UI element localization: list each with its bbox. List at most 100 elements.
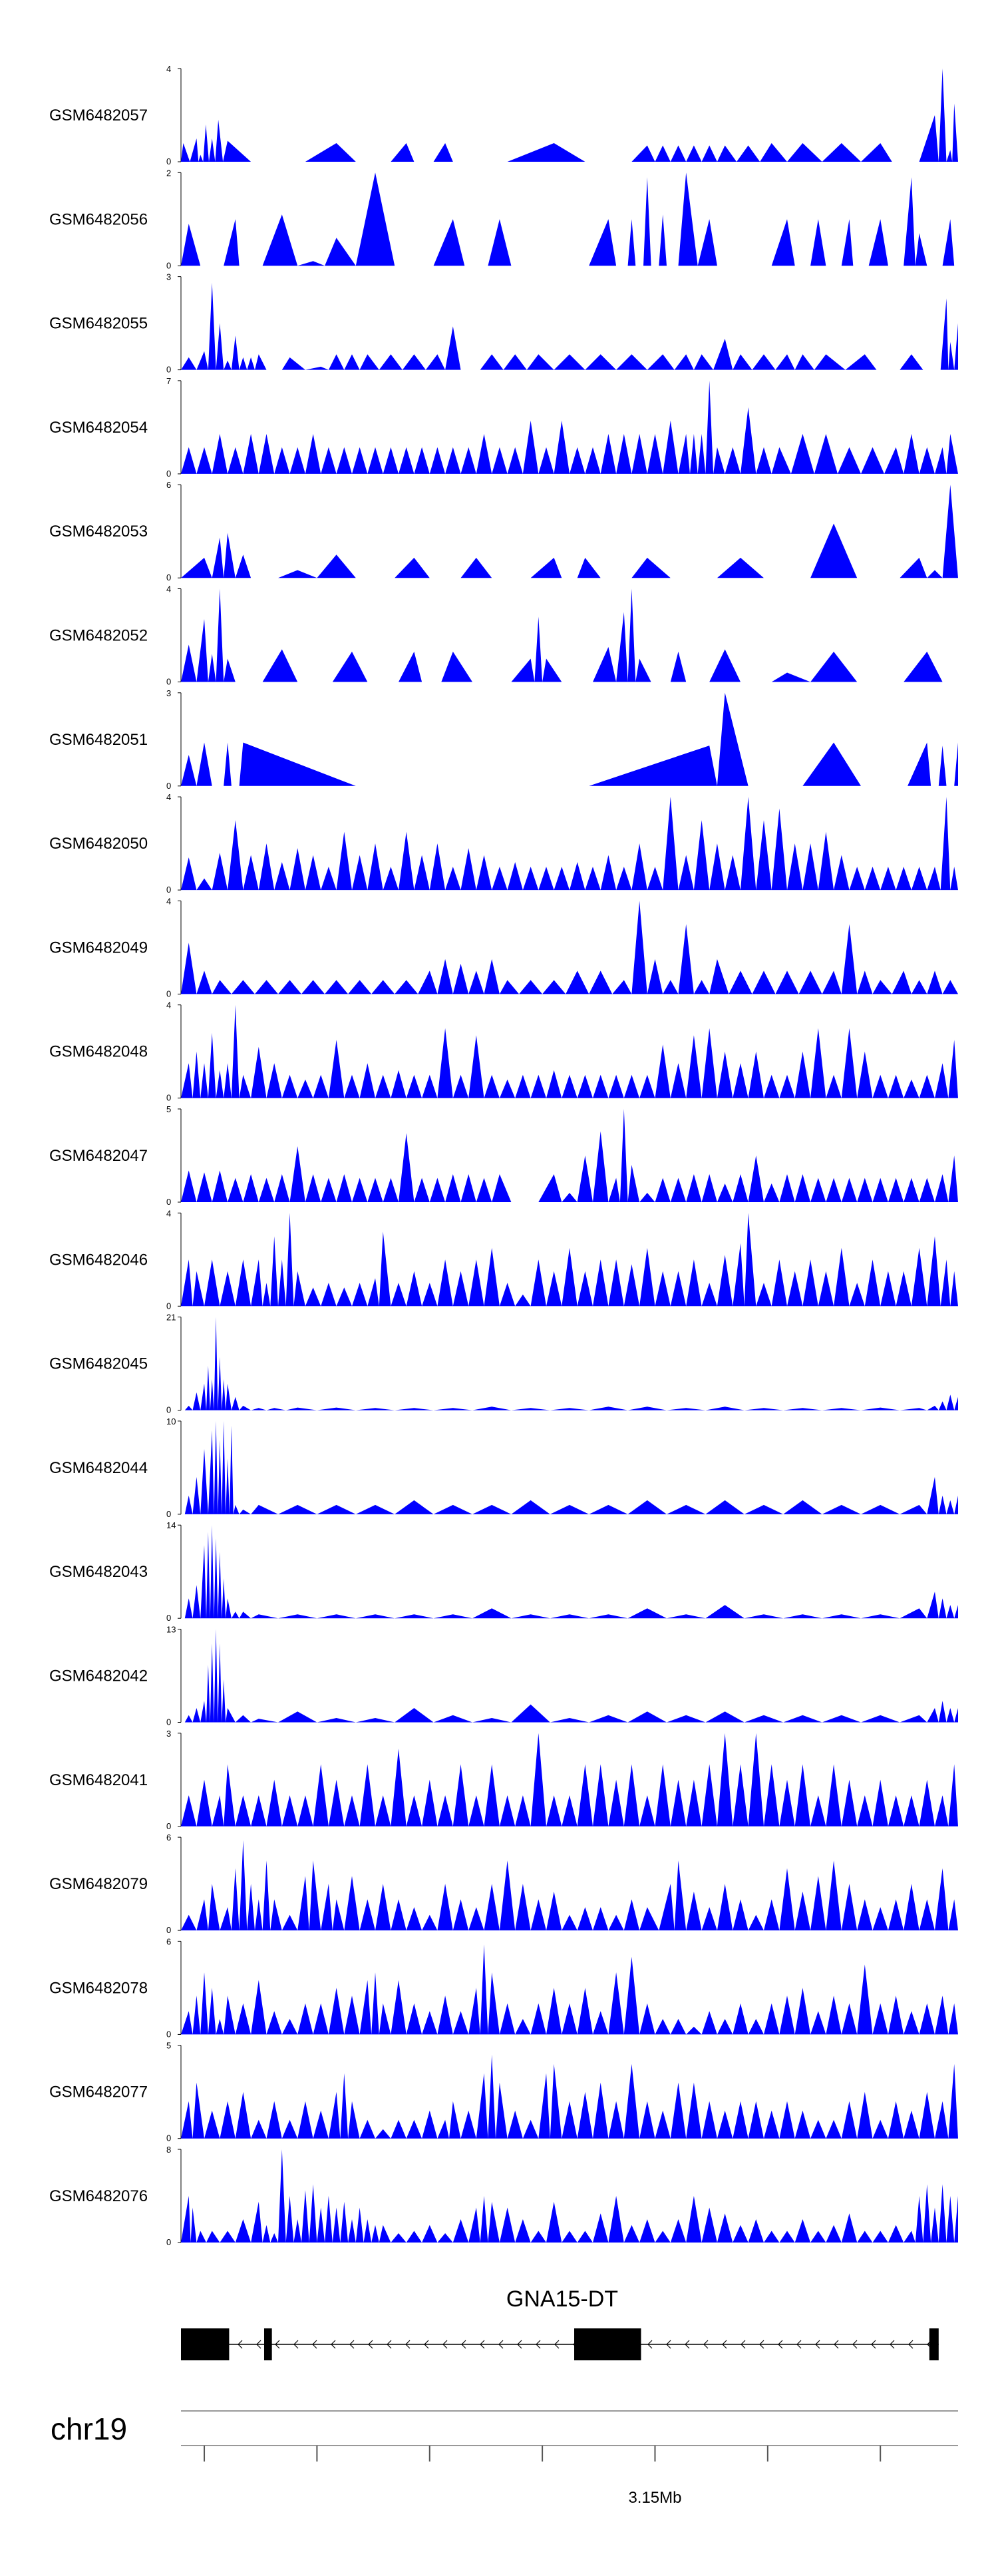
- signal-area: [181, 69, 958, 162]
- strand-arrow: [778, 2340, 783, 2349]
- track-GSM6482050: GSM6482050 4 0: [49, 792, 958, 895]
- track-label: GSM6482043: [49, 1563, 148, 1581]
- track-GSM6482041: GSM6482041 3 0: [49, 1729, 958, 1831]
- exon-1: [181, 2328, 230, 2360]
- track-label: GSM6482053: [49, 523, 148, 540]
- track-label: GSM6482078: [49, 1979, 148, 1997]
- strand-arrow: [890, 2340, 895, 2349]
- y-max-label: 2: [166, 168, 171, 178]
- strand-arrow: [293, 2340, 299, 2349]
- gene-name: GNA15-DT: [506, 2286, 618, 2312]
- track-label: GSM6482054: [49, 419, 148, 437]
- y-min-label: 0: [166, 1093, 171, 1103]
- strand-arrow: [517, 2340, 522, 2349]
- strand-arrow: [387, 2340, 392, 2349]
- track-GSM6482053: GSM6482053 6 0: [49, 480, 958, 582]
- track-GSM6482056: GSM6482056 2 0: [49, 168, 958, 270]
- track-label: GSM6482047: [49, 1147, 148, 1165]
- track-GSM6482044: GSM6482044 10 0: [49, 1416, 958, 1519]
- y-min-label: 0: [166, 260, 171, 270]
- track-label: GSM6482044: [49, 1459, 148, 1477]
- strand-arrow: [815, 2340, 820, 2349]
- y-max-label: 8: [166, 2145, 171, 2155]
- track-label: GSM6482048: [49, 1043, 148, 1061]
- track-label: GSM6482055: [49, 315, 148, 333]
- signal-area: [181, 1733, 958, 1826]
- y-min-label: 0: [166, 1509, 171, 1519]
- y-max-label: 4: [166, 1000, 171, 1010]
- signal-area: [181, 485, 958, 578]
- y-max-label: 3: [166, 688, 171, 698]
- track-label: GSM6482077: [49, 2083, 148, 2101]
- y-max-label: 14: [166, 1520, 176, 1530]
- signal-area: [181, 1420, 958, 1514]
- signal-area: [181, 1944, 958, 2035]
- track-GSM6482042: GSM6482042 13 0: [49, 1625, 958, 1727]
- y-min-label: 0: [166, 156, 171, 166]
- y-min-label: 0: [166, 885, 171, 895]
- track-label: GSM6482049: [49, 939, 148, 957]
- signal-area: [181, 1109, 958, 1202]
- strand-arrow: [685, 2340, 690, 2349]
- strand-arrow: [796, 2340, 802, 2349]
- track-GSM6482051: GSM6482051 3 0: [49, 688, 958, 791]
- strand-arrow: [312, 2340, 317, 2349]
- strand-arrow: [275, 2340, 280, 2349]
- strand-arrow: [666, 2340, 671, 2349]
- y-min-label: 0: [166, 365, 171, 375]
- track-label: GSM6482057: [49, 107, 148, 124]
- gene-annotation: GNA15-DT: [181, 2286, 939, 2360]
- track-GSM6482055: GSM6482055 3 0: [49, 272, 958, 375]
- strand-arrow: [238, 2340, 243, 2349]
- y-max-label: 21: [166, 1313, 176, 1323]
- strand-arrow: [554, 2340, 560, 2349]
- signal-area: [181, 1840, 958, 1931]
- track-GSM6482052: GSM6482052 4 0: [49, 584, 958, 687]
- signal-tracks: GSM648205740GSM648205620GSM648205530GSM6…: [49, 64, 958, 2247]
- y-min-label: 0: [166, 2029, 171, 2039]
- track-GSM6482076: GSM6482076 8 0: [49, 2145, 958, 2247]
- strand-arrow: [424, 2340, 429, 2349]
- y-max-label: 6: [166, 1936, 171, 1946]
- track-label: GSM6482051: [49, 731, 148, 749]
- track-GSM6482078: GSM6482078 6 0: [49, 1936, 958, 2039]
- track-GSM6482049: GSM6482049 4 0: [49, 896, 958, 998]
- exon-3: [574, 2328, 641, 2360]
- strand-arrow: [647, 2340, 653, 2349]
- y-min-label: 0: [166, 2133, 171, 2143]
- track-GSM6482047: GSM6482047 5 0: [49, 1104, 958, 1207]
- track-label: GSM6482056: [49, 210, 148, 228]
- track-GSM6482054: GSM6482054 7 0: [49, 376, 958, 479]
- y-max-label: 6: [166, 1832, 171, 1842]
- strand-arrow: [741, 2340, 746, 2349]
- y-max-label: 10: [166, 1416, 176, 1426]
- y-max-label: 6: [166, 480, 171, 490]
- signal-area: [181, 1317, 958, 1410]
- strand-arrow: [368, 2340, 373, 2349]
- y-max-label: 3: [166, 272, 171, 282]
- strand-arrow: [498, 2340, 504, 2349]
- y-max-label: 4: [166, 64, 171, 74]
- y-max-label: 7: [166, 376, 171, 386]
- y-max-label: 4: [166, 584, 171, 594]
- y-min-label: 0: [166, 988, 171, 998]
- strand-arrow: [405, 2340, 411, 2349]
- chromosome-label: chr19: [51, 2412, 127, 2446]
- strand-arrow: [442, 2340, 448, 2349]
- track-label: GSM6482041: [49, 1771, 148, 1789]
- signal-area: [181, 2054, 958, 2139]
- y-max-label: 4: [166, 896, 171, 906]
- signal-area: [181, 380, 958, 474]
- y-min-label: 0: [166, 469, 171, 479]
- track-label: GSM6482076: [49, 2187, 148, 2205]
- strand-arrow: [908, 2340, 914, 2349]
- y-min-label: 0: [166, 1613, 171, 1623]
- y-min-label: 0: [166, 677, 171, 687]
- y-min-label: 0: [166, 1821, 171, 1831]
- axis-tick-label: 3.15Mb: [628, 2489, 681, 2507]
- track-GSM6482045: GSM6482045 21 0: [49, 1313, 958, 1415]
- strand-arrow: [703, 2340, 709, 2349]
- strand-arrow: [331, 2340, 336, 2349]
- track-GSM6482057: GSM6482057 4 0: [49, 64, 958, 166]
- strand-arrow: [852, 2340, 858, 2349]
